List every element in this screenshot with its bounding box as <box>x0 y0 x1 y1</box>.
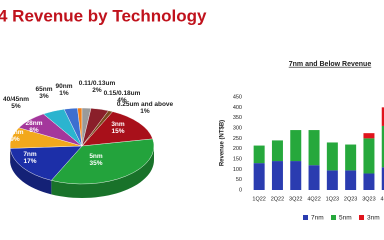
pie-label: 0.15/0.18um <box>104 90 141 97</box>
pie-value-label: 9% <box>10 136 20 143</box>
y-tick-label: 0 <box>239 187 242 193</box>
legend-swatch <box>331 215 336 220</box>
pie-slice <box>50 138 155 185</box>
pie-label: 5nm <box>89 153 103 160</box>
bar-segment <box>271 161 283 190</box>
legend-label: 7nm <box>311 215 324 222</box>
bar-segment <box>345 170 357 190</box>
y-tick-label: 350 <box>233 115 242 121</box>
pie-label: 65nm <box>36 86 53 93</box>
bar-segment <box>381 125 384 168</box>
bar-segment <box>308 165 320 190</box>
y-tick-label: 400 <box>233 105 242 111</box>
slide-title: 4 Revenue by Technology <box>0 6 207 25</box>
pie-label: 3nm <box>111 121 125 128</box>
bar-segment <box>363 133 375 139</box>
pie-label: 0.25um and above <box>117 101 174 108</box>
bar-title: 7nm and Below Revenue <box>289 61 372 68</box>
pie-side <box>10 148 52 195</box>
bar-segment <box>290 130 302 162</box>
bar-segment <box>253 145 265 164</box>
pie-label: 90nm <box>56 83 73 90</box>
pie-label: 28nm <box>26 120 43 127</box>
legend-label: 5nm <box>339 215 352 222</box>
pie-value-label: 1% <box>59 90 69 97</box>
legend-label: 3nm <box>367 215 380 222</box>
pie-value-label: 5% <box>11 103 21 110</box>
y-tick-label: 200 <box>233 146 242 152</box>
bar-segment <box>345 144 357 171</box>
y-tick-label: 300 <box>233 125 242 131</box>
pie-value-label: 3% <box>39 93 49 100</box>
x-tick-label: 1Q22 <box>252 196 265 202</box>
pie-value-label: 35% <box>89 160 102 167</box>
y-tick-label: 450 <box>233 94 242 100</box>
bar-segment <box>363 138 375 174</box>
pie-label: 40/45nm <box>3 96 29 103</box>
y-axis-label: Revenue (NT$B) <box>220 120 226 166</box>
pie-side <box>51 146 155 198</box>
pie-label: 0.11/0.13um <box>79 80 116 87</box>
bar-segment <box>290 161 302 190</box>
pie-value-label: 15% <box>111 128 124 135</box>
pie-value-label: 17% <box>23 158 36 165</box>
bar-segment <box>363 173 375 190</box>
pie-value-label: 4% <box>117 97 127 104</box>
bar-segment <box>326 170 338 190</box>
pie-value-label: 8% <box>29 127 39 134</box>
y-tick-label: 150 <box>233 156 242 162</box>
x-tick-label: 2Q22 <box>271 196 284 202</box>
pie-label: 7nm <box>23 151 37 158</box>
y-tick-label: 100 <box>233 167 242 173</box>
pie-label: 16nm <box>7 129 24 136</box>
x-tick-label: 1Q23 <box>326 196 339 202</box>
pie-slice <box>81 110 114 147</box>
pie-value-label: 1% <box>140 108 150 115</box>
y-tick-label: 250 <box>233 136 242 142</box>
pie-value-label: 2% <box>92 87 102 94</box>
bar-segment <box>381 107 384 126</box>
pie-slice <box>9 145 83 181</box>
x-tick-label: 4Q22 <box>307 196 320 202</box>
legend-swatch <box>359 215 364 220</box>
legend-swatch <box>303 215 308 220</box>
bar-segment <box>308 130 320 166</box>
bar-segment <box>271 140 283 162</box>
x-tick-label: 3Q23 <box>362 196 375 202</box>
x-tick-label: 4Q23 <box>381 196 384 202</box>
bar-segment <box>381 167 384 190</box>
pie-slice <box>81 111 154 147</box>
bar-segment <box>253 163 265 190</box>
bar-segment <box>326 142 338 171</box>
y-tick-label: 50 <box>236 177 242 183</box>
x-tick-label: 2Q23 <box>344 196 357 202</box>
slide: 4 Revenue by Technology 7nm and Below Re… <box>0 6 384 222</box>
x-tick-label: 3Q22 <box>289 196 302 202</box>
